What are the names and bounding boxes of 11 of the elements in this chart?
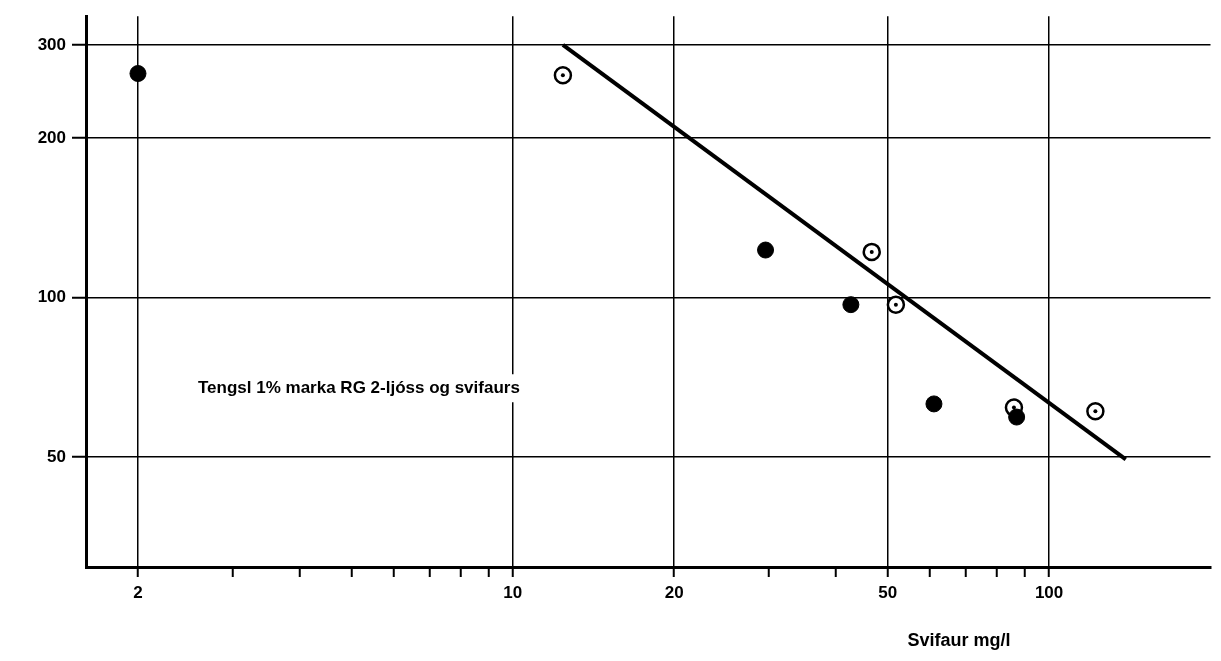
x-tick-label: 2 [133,582,143,602]
x-axis-title: Svifaur mg/l [907,629,1011,650]
y-tick-label: 300 [37,34,66,54]
x-tick-label: 50 [878,582,898,602]
x-tick-label: 100 [1034,582,1064,602]
annotation: Tengsl 1% marka RG 2-ljóss og svifaurs [198,377,520,397]
x-tick-label: 20 [664,582,684,602]
y-tick-label: 100 [37,287,66,307]
x-tick-label: 10 [503,582,523,602]
y-tick-label: 200 [37,127,66,147]
y-tick-label: 50 [47,446,66,466]
